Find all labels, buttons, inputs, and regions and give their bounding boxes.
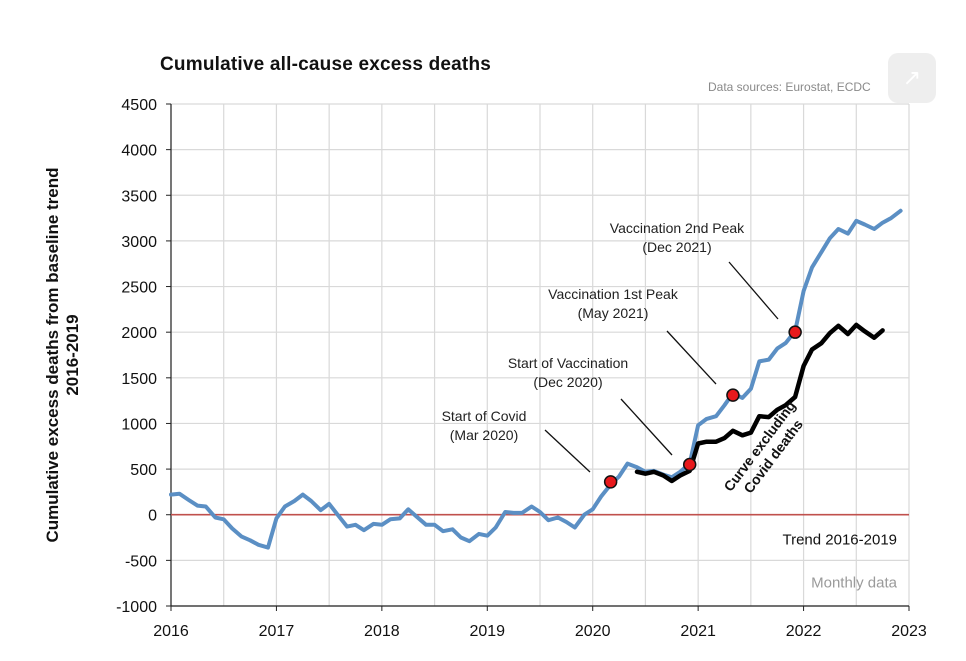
x-tick-label: 2021 bbox=[680, 623, 716, 640]
y-tick-label: 2500 bbox=[121, 280, 157, 297]
annotation-covid-marker bbox=[603, 475, 618, 489]
x-tick-label: 2022 bbox=[786, 623, 822, 640]
expand-icon[interactable]: ↗ bbox=[888, 53, 936, 103]
annotation-peak2-text: Vaccination 2nd Peak bbox=[610, 220, 745, 236]
series-line-excl-covid bbox=[634, 322, 885, 484]
annotation-peak2-leader bbox=[728, 261, 779, 320]
x-tick-label: 2020 bbox=[575, 623, 611, 640]
annotation-vacc-marker bbox=[682, 457, 697, 472]
annotation-covid-leader bbox=[544, 429, 591, 473]
annotation-peak2-marker bbox=[788, 325, 802, 339]
data-source-note: Data sources: Eurostat, ECDC bbox=[708, 80, 871, 94]
annotation-covid-text: Start of Covid bbox=[442, 408, 527, 424]
y-tick-label: 2000 bbox=[121, 325, 157, 342]
annotation-peak1-text: Vaccination 1st Peak bbox=[548, 286, 679, 302]
y-tick-label: 500 bbox=[130, 462, 157, 479]
y-tick-label: 0 bbox=[148, 508, 157, 525]
annotation-peak1-marker bbox=[726, 388, 740, 402]
annotation-peak2-text: (Dec 2021) bbox=[642, 239, 711, 255]
y-tick-label: -500 bbox=[125, 553, 157, 570]
annotation-vacc-text: (Dec 2020) bbox=[533, 374, 602, 390]
annotation-covid-text: (Mar 2020) bbox=[450, 427, 518, 443]
y-tick-label: 1500 bbox=[121, 371, 157, 388]
annotation-peak1-text: (May 2021) bbox=[578, 305, 649, 321]
x-tick-label: 2019 bbox=[469, 623, 505, 640]
y-tick-label: -1000 bbox=[116, 599, 157, 616]
y-tick-label: 3000 bbox=[121, 234, 157, 251]
x-tick-label: 2016 bbox=[153, 623, 189, 640]
series-line-all-cause bbox=[169, 208, 903, 550]
y-tick-label: 1000 bbox=[121, 416, 157, 433]
x-tick-label: 2017 bbox=[259, 623, 295, 640]
x-tick-label: 2018 bbox=[364, 623, 400, 640]
annotation-vacc-text: Start of Vaccination bbox=[508, 355, 628, 371]
monthly-data-note: Monthly data bbox=[811, 575, 898, 592]
trend-label: Trend 2016-2019 bbox=[782, 532, 897, 549]
chart-title: Cumulative all-cause excess deaths bbox=[160, 54, 492, 75]
y-tick-label: 3500 bbox=[121, 188, 157, 205]
y-tick-label: 4500 bbox=[121, 97, 157, 114]
y-tick-label: 4000 bbox=[121, 143, 157, 160]
annotation-vacc-leader bbox=[620, 398, 673, 456]
x-tick-label: 2023 bbox=[891, 623, 927, 640]
annotation-peak1-leader bbox=[666, 330, 717, 385]
